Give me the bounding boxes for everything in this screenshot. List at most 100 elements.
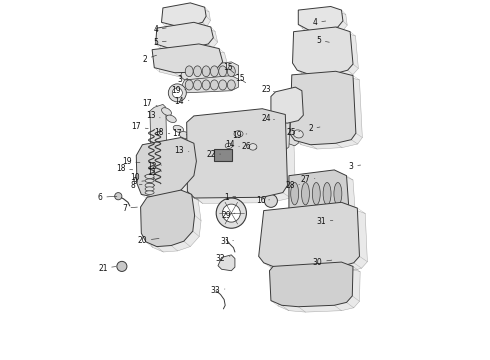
Circle shape: [115, 193, 122, 200]
Text: 5: 5: [317, 36, 329, 45]
Text: 2: 2: [143, 55, 157, 64]
Text: 31: 31: [220, 238, 233, 247]
Ellipse shape: [219, 80, 227, 90]
Ellipse shape: [202, 66, 210, 77]
Text: 27: 27: [301, 175, 315, 184]
Polygon shape: [259, 202, 360, 268]
Polygon shape: [267, 208, 368, 274]
Text: 22: 22: [206, 150, 220, 158]
Polygon shape: [147, 195, 201, 252]
Text: 1: 1: [224, 193, 236, 202]
Polygon shape: [296, 76, 363, 149]
Ellipse shape: [294, 130, 303, 138]
Polygon shape: [290, 71, 356, 145]
Circle shape: [202, 163, 231, 192]
Polygon shape: [140, 143, 191, 192]
Text: 19: 19: [122, 157, 140, 166]
Polygon shape: [141, 190, 195, 247]
Polygon shape: [159, 25, 209, 47]
Ellipse shape: [194, 66, 201, 77]
Circle shape: [117, 261, 127, 271]
Circle shape: [327, 108, 337, 118]
Polygon shape: [195, 114, 295, 203]
Text: 14: 14: [225, 140, 239, 149]
Polygon shape: [288, 125, 298, 146]
Polygon shape: [150, 104, 167, 147]
Circle shape: [216, 198, 246, 228]
Polygon shape: [166, 6, 202, 24]
Polygon shape: [187, 109, 288, 198]
Polygon shape: [270, 262, 353, 307]
Text: 17: 17: [131, 122, 148, 131]
Text: 18: 18: [154, 128, 170, 137]
Polygon shape: [271, 87, 303, 123]
Text: 29: 29: [221, 211, 235, 220]
Text: 7: 7: [122, 203, 137, 212]
Ellipse shape: [323, 183, 331, 205]
Ellipse shape: [173, 125, 184, 132]
Ellipse shape: [202, 80, 210, 90]
Circle shape: [308, 9, 324, 25]
Circle shape: [152, 156, 183, 186]
Circle shape: [156, 210, 176, 230]
Text: 8: 8: [130, 181, 142, 190]
Polygon shape: [293, 27, 353, 75]
Ellipse shape: [210, 66, 219, 77]
Polygon shape: [274, 91, 307, 127]
Ellipse shape: [210, 80, 219, 90]
Text: 12: 12: [147, 162, 162, 171]
Circle shape: [304, 126, 314, 136]
Circle shape: [238, 119, 277, 158]
Ellipse shape: [225, 143, 232, 148]
Polygon shape: [298, 31, 358, 79]
Text: 31: 31: [317, 217, 333, 226]
Polygon shape: [162, 3, 206, 26]
Text: 18: 18: [116, 164, 133, 173]
Text: 24: 24: [261, 114, 274, 122]
Polygon shape: [160, 27, 218, 53]
Polygon shape: [136, 138, 196, 197]
Text: 10: 10: [130, 173, 146, 181]
Ellipse shape: [219, 66, 227, 77]
Circle shape: [245, 161, 274, 190]
Circle shape: [149, 203, 184, 238]
Polygon shape: [166, 7, 210, 30]
Text: 15: 15: [235, 74, 245, 83]
Ellipse shape: [227, 80, 235, 90]
Polygon shape: [278, 119, 290, 150]
Text: 3: 3: [349, 162, 361, 171]
Polygon shape: [180, 76, 239, 93]
Ellipse shape: [145, 191, 154, 194]
Ellipse shape: [162, 108, 172, 116]
Ellipse shape: [249, 144, 257, 150]
Polygon shape: [152, 44, 222, 73]
Text: 16: 16: [256, 197, 270, 205]
Text: 5: 5: [153, 38, 166, 47]
Ellipse shape: [179, 131, 190, 139]
Circle shape: [316, 90, 326, 100]
Text: 14: 14: [174, 97, 189, 106]
Text: 30: 30: [313, 258, 332, 266]
Text: 11: 11: [147, 167, 162, 176]
Text: 25: 25: [286, 128, 300, 137]
Polygon shape: [144, 143, 204, 203]
Circle shape: [265, 194, 277, 207]
Ellipse shape: [234, 131, 243, 137]
Ellipse shape: [185, 80, 193, 90]
Polygon shape: [289, 170, 349, 218]
Text: 15: 15: [223, 63, 234, 73]
Circle shape: [169, 84, 186, 102]
Text: 23: 23: [261, 85, 274, 94]
Polygon shape: [277, 267, 360, 312]
Circle shape: [304, 110, 314, 120]
Circle shape: [172, 88, 182, 98]
Text: 4: 4: [313, 18, 326, 27]
Ellipse shape: [145, 183, 154, 188]
Ellipse shape: [166, 115, 176, 122]
Text: 17: 17: [172, 129, 187, 138]
Polygon shape: [303, 11, 347, 35]
Polygon shape: [218, 255, 235, 271]
Text: 17: 17: [142, 99, 157, 108]
Ellipse shape: [334, 183, 342, 205]
Text: 2: 2: [308, 124, 320, 133]
